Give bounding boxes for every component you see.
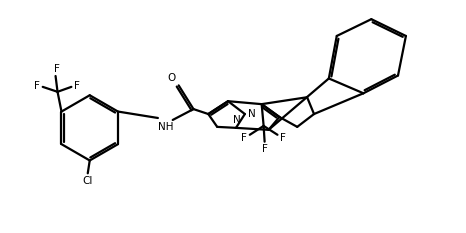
Text: F: F bbox=[241, 133, 247, 143]
Text: NH: NH bbox=[158, 122, 173, 132]
Text: N: N bbox=[248, 109, 256, 119]
Text: F: F bbox=[75, 81, 80, 91]
Text: F: F bbox=[262, 144, 267, 154]
Text: Cl: Cl bbox=[82, 176, 93, 186]
Text: O: O bbox=[168, 73, 176, 83]
Text: F: F bbox=[54, 64, 60, 74]
Text: N: N bbox=[233, 115, 241, 125]
Text: F: F bbox=[34, 81, 40, 91]
Text: F: F bbox=[281, 133, 286, 143]
